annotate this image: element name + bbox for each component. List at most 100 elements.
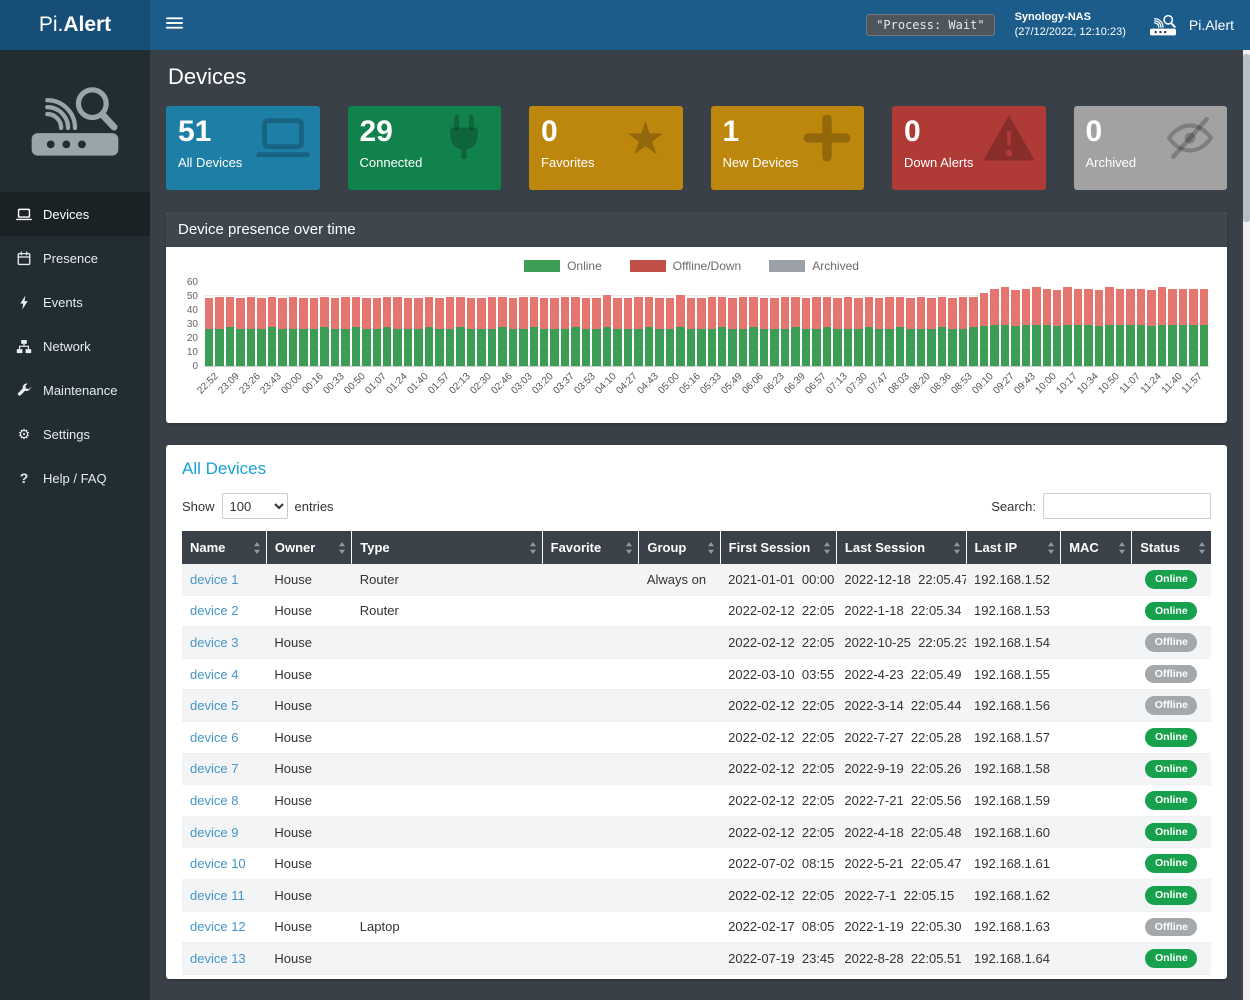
sidebar-item-devices[interactable]: Devices <box>0 192 150 236</box>
chart-body: Online Offline/Down Archived 0 10 20 30 40 50 60… <box>166 247 1227 423</box>
info-box-down-alerts[interactable]: 0 Down Alerts <box>892 106 1046 190</box>
x-axis-label: 11:57 <box>1180 371 1206 396</box>
column-header-type[interactable]: Type <box>351 531 543 564</box>
device-link[interactable]: device 7 <box>190 761 239 777</box>
bar-segment-online <box>1157 324 1167 366</box>
info-box-favorites[interactable]: 0 Favorites ★ <box>529 106 683 190</box>
sidebar-toggle-button[interactable] <box>150 0 198 50</box>
cell-status: Online <box>1131 784 1211 817</box>
device-link[interactable]: device 5 <box>190 698 239 714</box>
bar-segment-online <box>927 328 936 366</box>
column-header-status[interactable]: Status <box>1131 531 1211 564</box>
device-link[interactable]: device 1 <box>190 571 239 587</box>
bar-segment-offline <box>1105 287 1114 325</box>
cell-first-session: 2022-02-12 22:05 <box>720 595 837 628</box>
chart-bar <box>905 283 915 366</box>
network-icon <box>15 338 33 354</box>
device-link[interactable]: device 4 <box>190 666 239 682</box>
bar-segment-online <box>759 328 769 366</box>
bar-segment-online <box>623 328 633 366</box>
cell-status: Offline <box>1131 626 1211 659</box>
bar-segment-online <box>236 328 245 366</box>
search-input[interactable] <box>1043 493 1211 519</box>
bar-segment-offline <box>864 296 873 328</box>
bar-segment-offline <box>320 296 329 328</box>
device-link[interactable]: device 6 <box>190 729 239 745</box>
x-axis-label: 00:33 <box>321 371 347 397</box>
bar-segment-online <box>979 325 989 366</box>
status-badge: Online <box>1145 822 1198 842</box>
legend-item-online[interactable]: Online <box>524 259 602 273</box>
column-header-last-ip[interactable]: Last IP <box>965 531 1061 564</box>
info-box-connected[interactable]: 29 Connected <box>347 106 501 190</box>
sidebar-item-network[interactable]: Network <box>0 324 150 368</box>
device-link[interactable]: device 8 <box>190 792 239 808</box>
sidebar-item-help-faq[interactable]: ? Help / FAQ <box>0 456 150 500</box>
chart-bar <box>947 283 957 366</box>
sidebar-item-settings[interactable]: ⚙ Settings <box>0 412 150 456</box>
column-header-last-session[interactable]: Last Session <box>835 531 967 564</box>
bar-segment-online <box>362 328 371 366</box>
column-header-group[interactable]: Group <box>638 531 721 564</box>
bar-segment-offline <box>487 296 497 329</box>
device-link[interactable]: device 12 <box>190 919 246 935</box>
scrollbar-thumb[interactable] <box>1243 54 1250 222</box>
column-header-label: Last IP <box>974 540 1018 555</box>
info-box-archived[interactable]: 0 Archived <box>1073 106 1227 190</box>
column-header-owner[interactable]: Owner <box>265 531 352 564</box>
sidebar-item-label: Settings <box>43 426 90 442</box>
cell-last-ip: 192.168.1.57 <box>966 721 1061 754</box>
bar-segment-offline <box>215 296 224 329</box>
bar-segment-offline <box>676 295 685 328</box>
page-length-select[interactable]: 100 <box>221 493 288 519</box>
bar-segment-offline <box>341 296 350 329</box>
device-link[interactable]: device 3 <box>190 634 239 650</box>
y-axis-tick: 40 <box>186 305 198 316</box>
info-box-value: 0 <box>904 115 921 148</box>
device-link[interactable]: device 13 <box>190 950 246 966</box>
column-header-first-session[interactable]: First Session <box>719 531 837 564</box>
device-link[interactable]: device 10 <box>190 856 246 872</box>
sidebar-item-maintenance[interactable]: Maintenance <box>0 368 150 412</box>
bar-segment-online <box>540 328 549 366</box>
column-header-label: MAC <box>1069 540 1099 555</box>
sort-icon <box>338 541 346 554</box>
bar-segment-offline <box>937 296 947 328</box>
x-axis-label: 08:20 <box>907 371 934 397</box>
chart-bar <box>288 283 298 366</box>
sidebar-item-events[interactable]: Events <box>0 280 150 324</box>
show-label: Show <box>182 498 215 514</box>
chart-bar <box>1062 283 1072 366</box>
x-axis-label: 00:00 <box>279 371 305 397</box>
device-link[interactable]: device 2 <box>190 603 239 619</box>
cell-status: Offline <box>1131 689 1211 722</box>
device-link[interactable]: device 11 <box>190 887 245 903</box>
column-header-favorite[interactable]: Favorite <box>541 531 639 564</box>
bar-segment-online <box>780 328 790 366</box>
cell-favorite <box>542 879 639 912</box>
brand-logo[interactable]: Pi. Alert <box>0 0 150 50</box>
cell-group <box>638 721 721 754</box>
cell-name: device 14 <box>182 974 267 979</box>
bar-segment-online <box>958 328 968 366</box>
x-axis-label: 10:50 <box>1096 371 1122 397</box>
column-header-name[interactable]: Name <box>182 531 267 564</box>
bar-segment-online <box>906 328 915 366</box>
legend-item-offline-down[interactable]: Offline/Down <box>629 259 741 273</box>
x-axis-label: 03:03 <box>509 371 536 397</box>
info-box-all-devices[interactable]: 51 All Devices <box>166 106 320 190</box>
bar-segment-offline <box>1178 288 1188 325</box>
sort-icon <box>1198 541 1206 554</box>
info-box-new-devices[interactable]: 1 New Devices <box>710 106 864 190</box>
sidebar-item-presence[interactable]: Presence <box>0 236 150 280</box>
bar-segment-offline <box>382 296 392 328</box>
device-link[interactable]: device 9 <box>190 824 239 840</box>
column-header-mac[interactable]: MAC <box>1060 531 1132 564</box>
chart-bar <box>1073 283 1083 366</box>
topbar-app-link[interactable]: Pi.Alert <box>1146 12 1234 38</box>
cell-first-session: 2022-02-12 22:05 <box>720 784 837 817</box>
bar-segment-online <box>1094 325 1104 366</box>
bar-segment-online <box>1168 324 1177 366</box>
cell-last-ip: 192.168.1.52 <box>966 564 1061 596</box>
legend-item-archived[interactable]: Archived <box>769 259 859 273</box>
